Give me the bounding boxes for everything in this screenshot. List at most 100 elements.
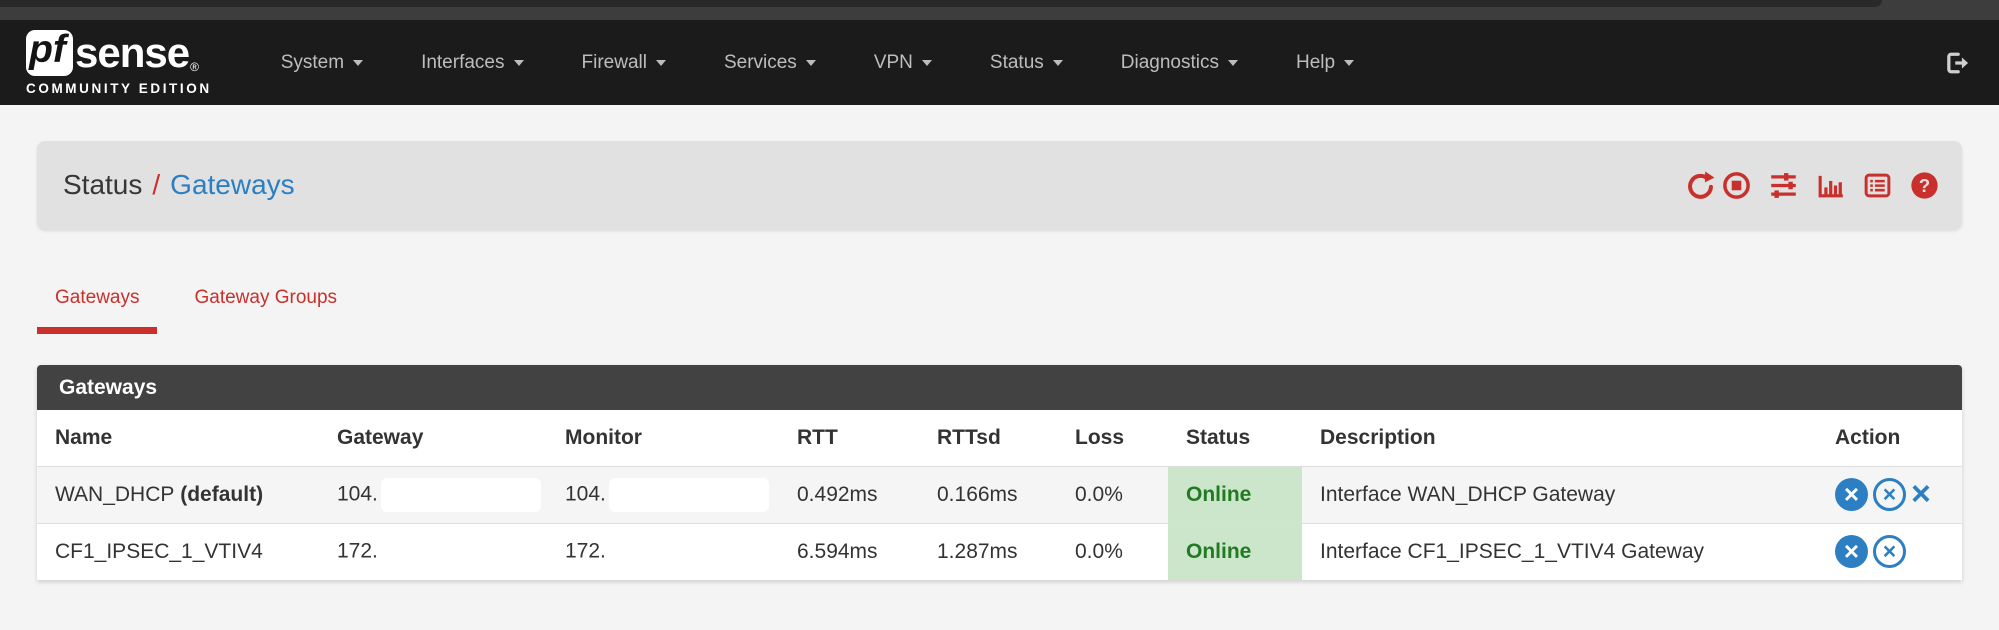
nav-item-diagnostics[interactable]: Diagnostics — [1092, 20, 1267, 105]
chevron-down-icon — [921, 59, 932, 66]
action-cell: × × — [1817, 522, 1962, 580]
table-header-row: Name Gateway Monitor RTT RTTsd Loss Status Desc… — [37, 410, 1962, 466]
nav-item-label: VPN — [873, 51, 913, 73]
action-cell: × × × — [1817, 465, 1962, 523]
nav-item-label: Diagnostics — [1120, 51, 1219, 73]
status-badge: Online — [1168, 465, 1302, 523]
monitor-address-cell: 172. — [547, 522, 779, 580]
stop-icon[interactable] — [1721, 170, 1752, 201]
column-header-rttsd: RTTsd — [937, 425, 1001, 449]
help-icon[interactable]: ? — [1909, 170, 1940, 201]
column-header-action: Action — [1835, 425, 1901, 449]
table-body: WAN_DHCP (default) 104. 104. 0.492ms 0.166ms… — [37, 465, 1962, 580]
ip-value: 104. — [565, 482, 606, 506]
chart-bar-icon[interactable] — [1815, 170, 1846, 201]
description-cell: Interface WAN_DHCP Gateway — [1302, 465, 1817, 523]
times-circle-outline-icon[interactable]: × — [1873, 535, 1906, 569]
ip-value: 172. — [565, 539, 606, 563]
breadcrumb-page-link[interactable]: Gateways — [170, 169, 295, 200]
redacted-value — [608, 477, 769, 512]
rtt-cell: 6.594ms — [779, 522, 919, 580]
browser-tab-edge — [0, 0, 1882, 7]
column-header-description: Description — [1320, 425, 1436, 449]
chevron-down-icon — [805, 59, 816, 66]
gateway-name-cell: CF1_IPSEC_1_VTIV4 — [37, 522, 319, 580]
brand-edition-label: COMMUNITY EDITION — [26, 80, 212, 96]
gateway-address-cell: 104. — [319, 465, 547, 523]
redacted-value — [608, 534, 769, 569]
rttsd-cell: 0.166ms — [919, 465, 1057, 523]
gateways-panel: Gateways Name Gateway Monitor RTT RTTsd Loss S… — [37, 365, 1962, 580]
nav-item-label: Help — [1295, 51, 1336, 73]
nav-item-services[interactable]: Services — [695, 20, 845, 105]
times-circle-outline-icon[interactable]: × — [1873, 478, 1906, 511]
nav-item-vpn[interactable]: VPN — [845, 20, 961, 105]
redacted-value — [380, 477, 541, 512]
chevron-down-icon — [353, 59, 364, 66]
nav-item-label: Firewall — [581, 51, 647, 73]
nav-item-label: Interfaces — [421, 51, 505, 73]
table-row: WAN_DHCP (default) 104. 104. 0.492ms 0.166ms… — [37, 465, 1962, 523]
column-header-loss: Loss — [1075, 425, 1125, 449]
times-circle-solid-icon[interactable]: × — [1835, 478, 1868, 511]
chevron-down-icon — [655, 59, 666, 66]
nav-item-label: System — [280, 51, 345, 73]
gateway-address-cell: 172. — [319, 522, 547, 580]
browser-chrome-strip — [0, 0, 1999, 20]
refresh-icon[interactable] — [1685, 170, 1716, 201]
rttsd-cell: 1.287ms — [919, 522, 1057, 580]
chevron-down-icon — [513, 59, 524, 66]
sign-out-icon — [1943, 49, 1971, 77]
top-navbar: pf sense ® COMMUNITY EDITION System Inter… — [0, 20, 1999, 105]
gateway-name: WAN_DHCP — [55, 482, 175, 506]
breadcrumb: Status / Gateways — [37, 141, 1962, 229]
svg-text:?: ? — [1919, 174, 1930, 195]
monitor-address-cell: 104. — [547, 465, 779, 523]
column-header-gateway: Gateway — [337, 425, 424, 449]
column-header-monitor: Monitor — [565, 425, 642, 449]
nav-item-label: Status — [989, 51, 1044, 73]
nav-item-label: Services — [723, 51, 797, 73]
loss-cell: 0.0% — [1057, 522, 1168, 580]
chevron-down-icon — [1052, 59, 1063, 66]
nav-item-firewall[interactable]: Firewall — [553, 20, 695, 105]
column-header-rtt: RTT — [797, 425, 838, 449]
breadcrumb-section: Status — [63, 169, 143, 200]
times-icon[interactable]: × — [1911, 475, 1931, 513]
chevron-down-icon — [1344, 59, 1355, 66]
nav-menu: System Interfaces Firewall Services VPN Statu… — [252, 20, 1383, 105]
logout-button[interactable] — [1943, 49, 1971, 77]
pf-logo-badge: pf — [26, 29, 73, 76]
loss-cell: 0.0% — [1057, 465, 1168, 523]
page-title: Status / Gateways — [63, 169, 295, 201]
page-content: Status / Gateways — [0, 141, 1999, 580]
brand-name: sense — [75, 28, 190, 76]
description-cell: Interface CF1_IPSEC_1_VTIV4 Gateway — [1302, 522, 1817, 580]
tab-gateway-groups[interactable]: Gateway Groups — [194, 287, 338, 308]
rtt-cell: 0.492ms — [779, 465, 919, 523]
gateways-table: Name Gateway Monitor RTT RTTsd Loss Status Desc… — [37, 410, 1962, 580]
breadcrumb-separator: / — [152, 169, 161, 200]
pfsense-logo[interactable]: pf sense ® COMMUNITY EDITION — [26, 28, 212, 96]
nav-item-interfaces[interactable]: Interfaces — [392, 20, 552, 105]
nav-item-help[interactable]: Help — [1267, 20, 1383, 105]
column-header-status: Status — [1186, 425, 1251, 449]
panel-title: Gateways — [37, 365, 1962, 410]
times-circle-solid-icon[interactable]: × — [1835, 535, 1868, 569]
column-header-name: Name — [55, 425, 113, 449]
status-badge: Online — [1168, 522, 1302, 580]
registered-mark: ® — [190, 59, 199, 74]
nav-item-system[interactable]: System — [252, 20, 392, 105]
log-icon[interactable] — [1862, 170, 1893, 201]
chevron-down-icon — [1227, 59, 1238, 66]
gateway-name-cell: WAN_DHCP (default) — [37, 465, 319, 523]
sliders-icon[interactable] — [1768, 170, 1799, 201]
ip-value: 104. — [337, 482, 378, 506]
nav-item-status[interactable]: Status — [961, 20, 1092, 105]
ip-value: 172. — [337, 539, 378, 563]
tab-gateways[interactable]: Gateways — [37, 273, 158, 334]
tab-bar: Gateways Gateway Groups — [37, 273, 1962, 334]
default-flag: (default) — [174, 482, 264, 506]
gateway-name: CF1_IPSEC_1_VTIV4 — [55, 539, 263, 563]
table-row: CF1_IPSEC_1_VTIV4 172. 172. 6.594ms 1.287ms 0… — [37, 522, 1962, 580]
